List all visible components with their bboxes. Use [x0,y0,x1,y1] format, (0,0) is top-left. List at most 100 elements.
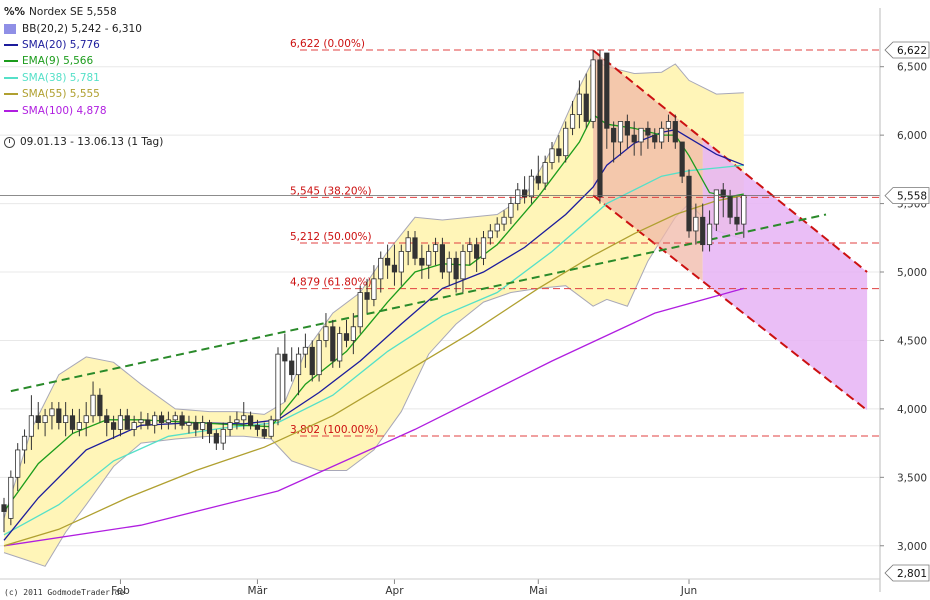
candle-body [432,244,439,252]
candle-body [302,346,309,355]
candle-body [350,326,356,341]
candle [460,244,466,293]
candle-body [535,175,541,184]
candle [467,237,473,266]
candle [193,415,199,437]
candle [268,415,274,439]
candle-body [343,333,350,341]
trend-line [10,213,827,393]
candle [631,121,637,156]
legend-item: BB(20,2) 5,242 - 6,310 [4,20,142,36]
candle [371,265,377,307]
candle [405,230,411,266]
candle-body [49,408,55,417]
candle-body [467,244,473,252]
candle [659,121,665,149]
candle-body [378,257,384,280]
y-tick-label: 4,500 [897,335,927,347]
legend-label: SMA(20) 5,776 [22,38,100,51]
candle [487,224,493,245]
candle [42,408,48,437]
candle-body [700,216,706,246]
candle-body [604,52,610,129]
candle-body [426,251,432,266]
candle [200,415,206,439]
candle [104,408,110,437]
fib-level-label: 4,879 (61.80%) [290,277,372,289]
candle [206,419,213,444]
candle-body [460,251,466,280]
candle-body [220,429,226,444]
fib-level-label: 3,802 (100.00%) [290,424,378,436]
y-tick-label: 3,000 [897,541,927,553]
candle-body [213,433,219,444]
legend-item: SMA(55) 5,555 [4,86,142,102]
candle [63,402,69,437]
candle [56,402,62,430]
candle [254,419,261,437]
candle-body [686,175,692,232]
candle [412,230,418,266]
candle [316,333,322,382]
candle [693,203,699,245]
candle [83,402,89,437]
candle-body [261,429,267,437]
candle [624,114,630,149]
candle-body [556,148,562,157]
candle [713,189,720,231]
sma55-line [3,194,744,547]
legend-item: EMA(9) 5,566 [4,53,142,69]
candle-body [501,216,507,225]
candle [158,411,165,430]
candle [556,135,562,163]
channel-past-fill [593,50,703,282]
candle [364,278,370,314]
legend-swatch [4,23,16,34]
candle [700,203,706,252]
clock-icon [4,136,15,148]
channel-projection-fill [702,139,868,411]
candle-body [295,353,302,376]
candle-body [145,419,151,426]
legend-label: SMA(55) 5,555 [22,88,100,101]
candle-body [97,394,103,417]
candle-body [494,223,500,232]
candle-body [131,422,137,430]
candle-body [563,127,569,157]
candle [665,114,672,142]
candle-body [405,237,411,252]
bollinger-upper-line [3,59,744,519]
legend-item: SMA(20) 5,776 [4,37,142,53]
sma38-line [3,164,744,536]
candle-body [15,449,21,478]
price-flag [884,564,930,582]
candle-body [63,415,69,423]
price-flag [884,41,930,59]
candle [350,313,356,355]
candle [15,443,21,492]
candle-body [289,360,295,376]
candle [686,169,692,238]
candle [21,429,28,464]
candle [535,155,541,190]
candle [343,319,350,348]
candle-body [69,415,76,430]
candle-body [645,127,651,136]
candle [508,196,514,225]
legend-swatch [4,93,18,96]
legend-swatch [4,60,18,63]
candle-body [391,264,398,273]
candle-body [597,59,603,198]
period-text: 09.01.13 - 13.06.13 (1 Tag) [20,136,164,148]
legend-swatch [4,76,18,79]
candle [528,169,535,204]
candle-body [28,415,35,437]
candle-body [583,93,589,122]
support-trendline [10,213,827,393]
bollinger-lower-line [3,202,744,567]
x-tick-label: Mär [248,585,268,597]
candle-body [508,203,514,218]
candle-body [254,424,261,430]
candle-body [590,59,596,122]
legend-item: SMA(38) 5,781 [4,70,142,86]
